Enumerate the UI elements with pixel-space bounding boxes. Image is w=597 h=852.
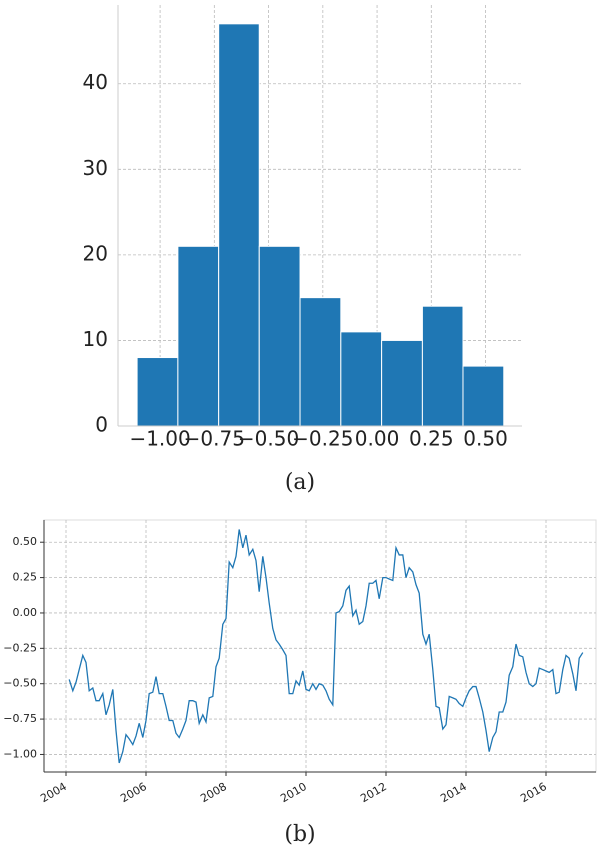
caption: (b) — [284, 822, 315, 847]
x-tick-label: 2006 — [118, 780, 149, 805]
line-series — [68, 529, 584, 764]
y-tick-label: 30 — [83, 156, 108, 180]
caption: (a) — [285, 470, 315, 495]
x-tick-label: 2004 — [38, 780, 69, 805]
x-tick-label: 2016 — [518, 780, 549, 805]
y-tick-label: 0 — [95, 413, 108, 437]
x-tick-label: 0.50 — [463, 427, 508, 451]
y-tick-label: −1.00 — [3, 747, 37, 760]
x-tick-label: −0.75 — [184, 427, 245, 451]
y-tick-label: 0.25 — [13, 571, 38, 584]
bar — [218, 23, 260, 427]
y-tick-label: −0.50 — [3, 677, 37, 690]
y-tick-label: 0.50 — [13, 535, 38, 548]
bar — [462, 365, 505, 427]
y-tick-label: −0.75 — [3, 712, 37, 725]
x-tick-label: 2010 — [278, 780, 309, 805]
bar — [136, 357, 179, 427]
bar — [421, 305, 464, 427]
x-tick-label: −0.25 — [292, 427, 353, 451]
bar — [299, 297, 342, 427]
x-tick-label: 2012 — [358, 780, 389, 805]
bar — [177, 245, 220, 427]
x-tick-label: 0.25 — [409, 427, 454, 451]
y-tick-label: 10 — [83, 327, 108, 351]
y-tick-label: −0.25 — [3, 641, 37, 654]
x-tick-label: 0.00 — [355, 427, 400, 451]
x-tick-label: −1.00 — [129, 427, 190, 451]
bar — [381, 339, 423, 427]
x-tick-label: 2008 — [198, 780, 229, 805]
bar — [340, 331, 383, 427]
x-tick-label: −0.50 — [238, 427, 299, 451]
y-tick-label: 40 — [83, 70, 108, 94]
plot-frame — [43, 519, 597, 773]
x-tick-label: 2014 — [438, 780, 469, 805]
y-tick-label: 0.00 — [13, 606, 38, 619]
y-tick-label: 20 — [83, 241, 108, 265]
bar — [258, 245, 301, 427]
